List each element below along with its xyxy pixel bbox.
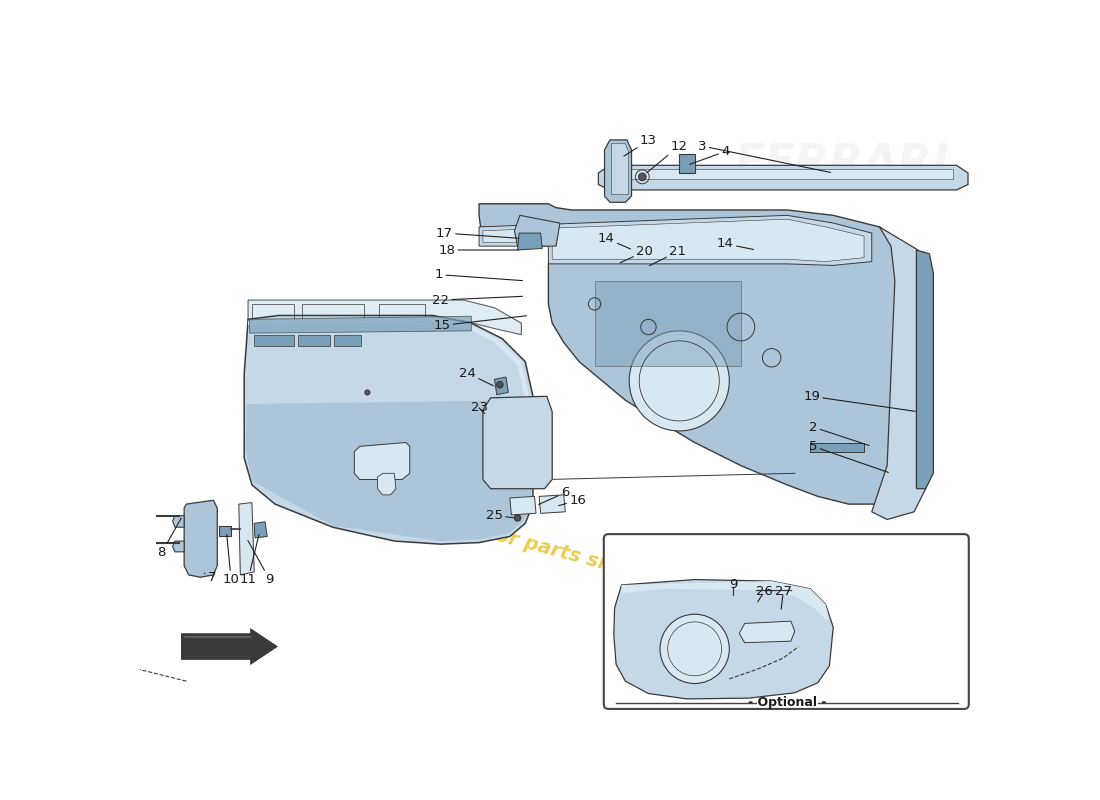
Polygon shape (184, 500, 218, 578)
Polygon shape (183, 638, 253, 656)
Text: 3: 3 (698, 139, 830, 173)
Polygon shape (249, 317, 529, 400)
Polygon shape (377, 474, 396, 495)
Text: 22: 22 (432, 294, 522, 306)
Polygon shape (515, 215, 560, 246)
Text: 27: 27 (774, 585, 792, 598)
Bar (254, 334, 295, 346)
Text: 9: 9 (729, 578, 737, 591)
Text: 14: 14 (597, 232, 630, 249)
Polygon shape (598, 166, 968, 190)
Text: 11: 11 (240, 534, 258, 586)
Polygon shape (245, 400, 531, 541)
Bar (334, 334, 361, 346)
Bar (298, 334, 330, 346)
Circle shape (660, 614, 729, 683)
Text: 24: 24 (459, 366, 494, 386)
Text: 25: 25 (486, 509, 514, 522)
Text: 15: 15 (433, 316, 526, 332)
Text: 17: 17 (436, 226, 518, 239)
Polygon shape (183, 631, 275, 662)
FancyBboxPatch shape (604, 534, 969, 709)
Polygon shape (173, 541, 184, 552)
Text: 7: 7 (205, 570, 216, 584)
Polygon shape (871, 227, 926, 519)
Circle shape (638, 173, 646, 181)
Polygon shape (480, 215, 871, 266)
Circle shape (365, 390, 370, 394)
Polygon shape (250, 316, 472, 333)
Text: a passion for parts since ...: a passion for parts since ... (378, 494, 672, 590)
Circle shape (515, 515, 520, 521)
Bar (378, 304, 425, 321)
Polygon shape (254, 522, 267, 538)
Polygon shape (739, 621, 794, 642)
Text: 8: 8 (157, 518, 182, 559)
Text: 5: 5 (808, 440, 889, 472)
Polygon shape (621, 581, 829, 619)
Polygon shape (244, 315, 534, 544)
Polygon shape (614, 579, 834, 699)
Text: 13: 13 (624, 134, 657, 156)
Text: 20: 20 (620, 245, 653, 262)
Polygon shape (173, 516, 184, 527)
Polygon shape (810, 442, 865, 452)
Polygon shape (249, 300, 521, 334)
Text: FERRARI: FERRARI (735, 142, 948, 185)
Polygon shape (594, 281, 741, 366)
Polygon shape (612, 169, 953, 179)
Polygon shape (483, 219, 865, 262)
Polygon shape (239, 502, 254, 575)
Polygon shape (680, 154, 695, 173)
Polygon shape (916, 250, 933, 489)
Polygon shape (480, 204, 917, 504)
Circle shape (497, 382, 503, 388)
Text: 4: 4 (690, 145, 729, 164)
Polygon shape (495, 377, 508, 394)
Text: 12: 12 (647, 139, 688, 173)
Text: 1: 1 (434, 268, 522, 281)
Polygon shape (517, 233, 542, 250)
Text: 16: 16 (559, 494, 586, 506)
Polygon shape (510, 496, 536, 515)
Text: 9: 9 (248, 541, 274, 586)
Bar (301, 304, 364, 321)
Polygon shape (605, 140, 631, 202)
Text: 10: 10 (222, 534, 240, 586)
Text: 26: 26 (756, 585, 772, 598)
Polygon shape (354, 442, 409, 479)
Polygon shape (539, 495, 565, 514)
Circle shape (629, 331, 729, 431)
Text: - Optional -: - Optional - (748, 696, 826, 710)
Text: 21: 21 (649, 245, 686, 266)
Text: 6: 6 (539, 486, 570, 505)
Polygon shape (219, 526, 231, 537)
Text: 14: 14 (717, 238, 754, 250)
Polygon shape (483, 396, 552, 489)
Polygon shape (252, 631, 275, 662)
Text: 19: 19 (803, 390, 915, 411)
Polygon shape (612, 144, 628, 194)
Text: 2: 2 (808, 421, 869, 446)
Bar (252, 304, 295, 321)
Text: 23: 23 (471, 402, 487, 414)
Text: 18: 18 (438, 243, 518, 257)
